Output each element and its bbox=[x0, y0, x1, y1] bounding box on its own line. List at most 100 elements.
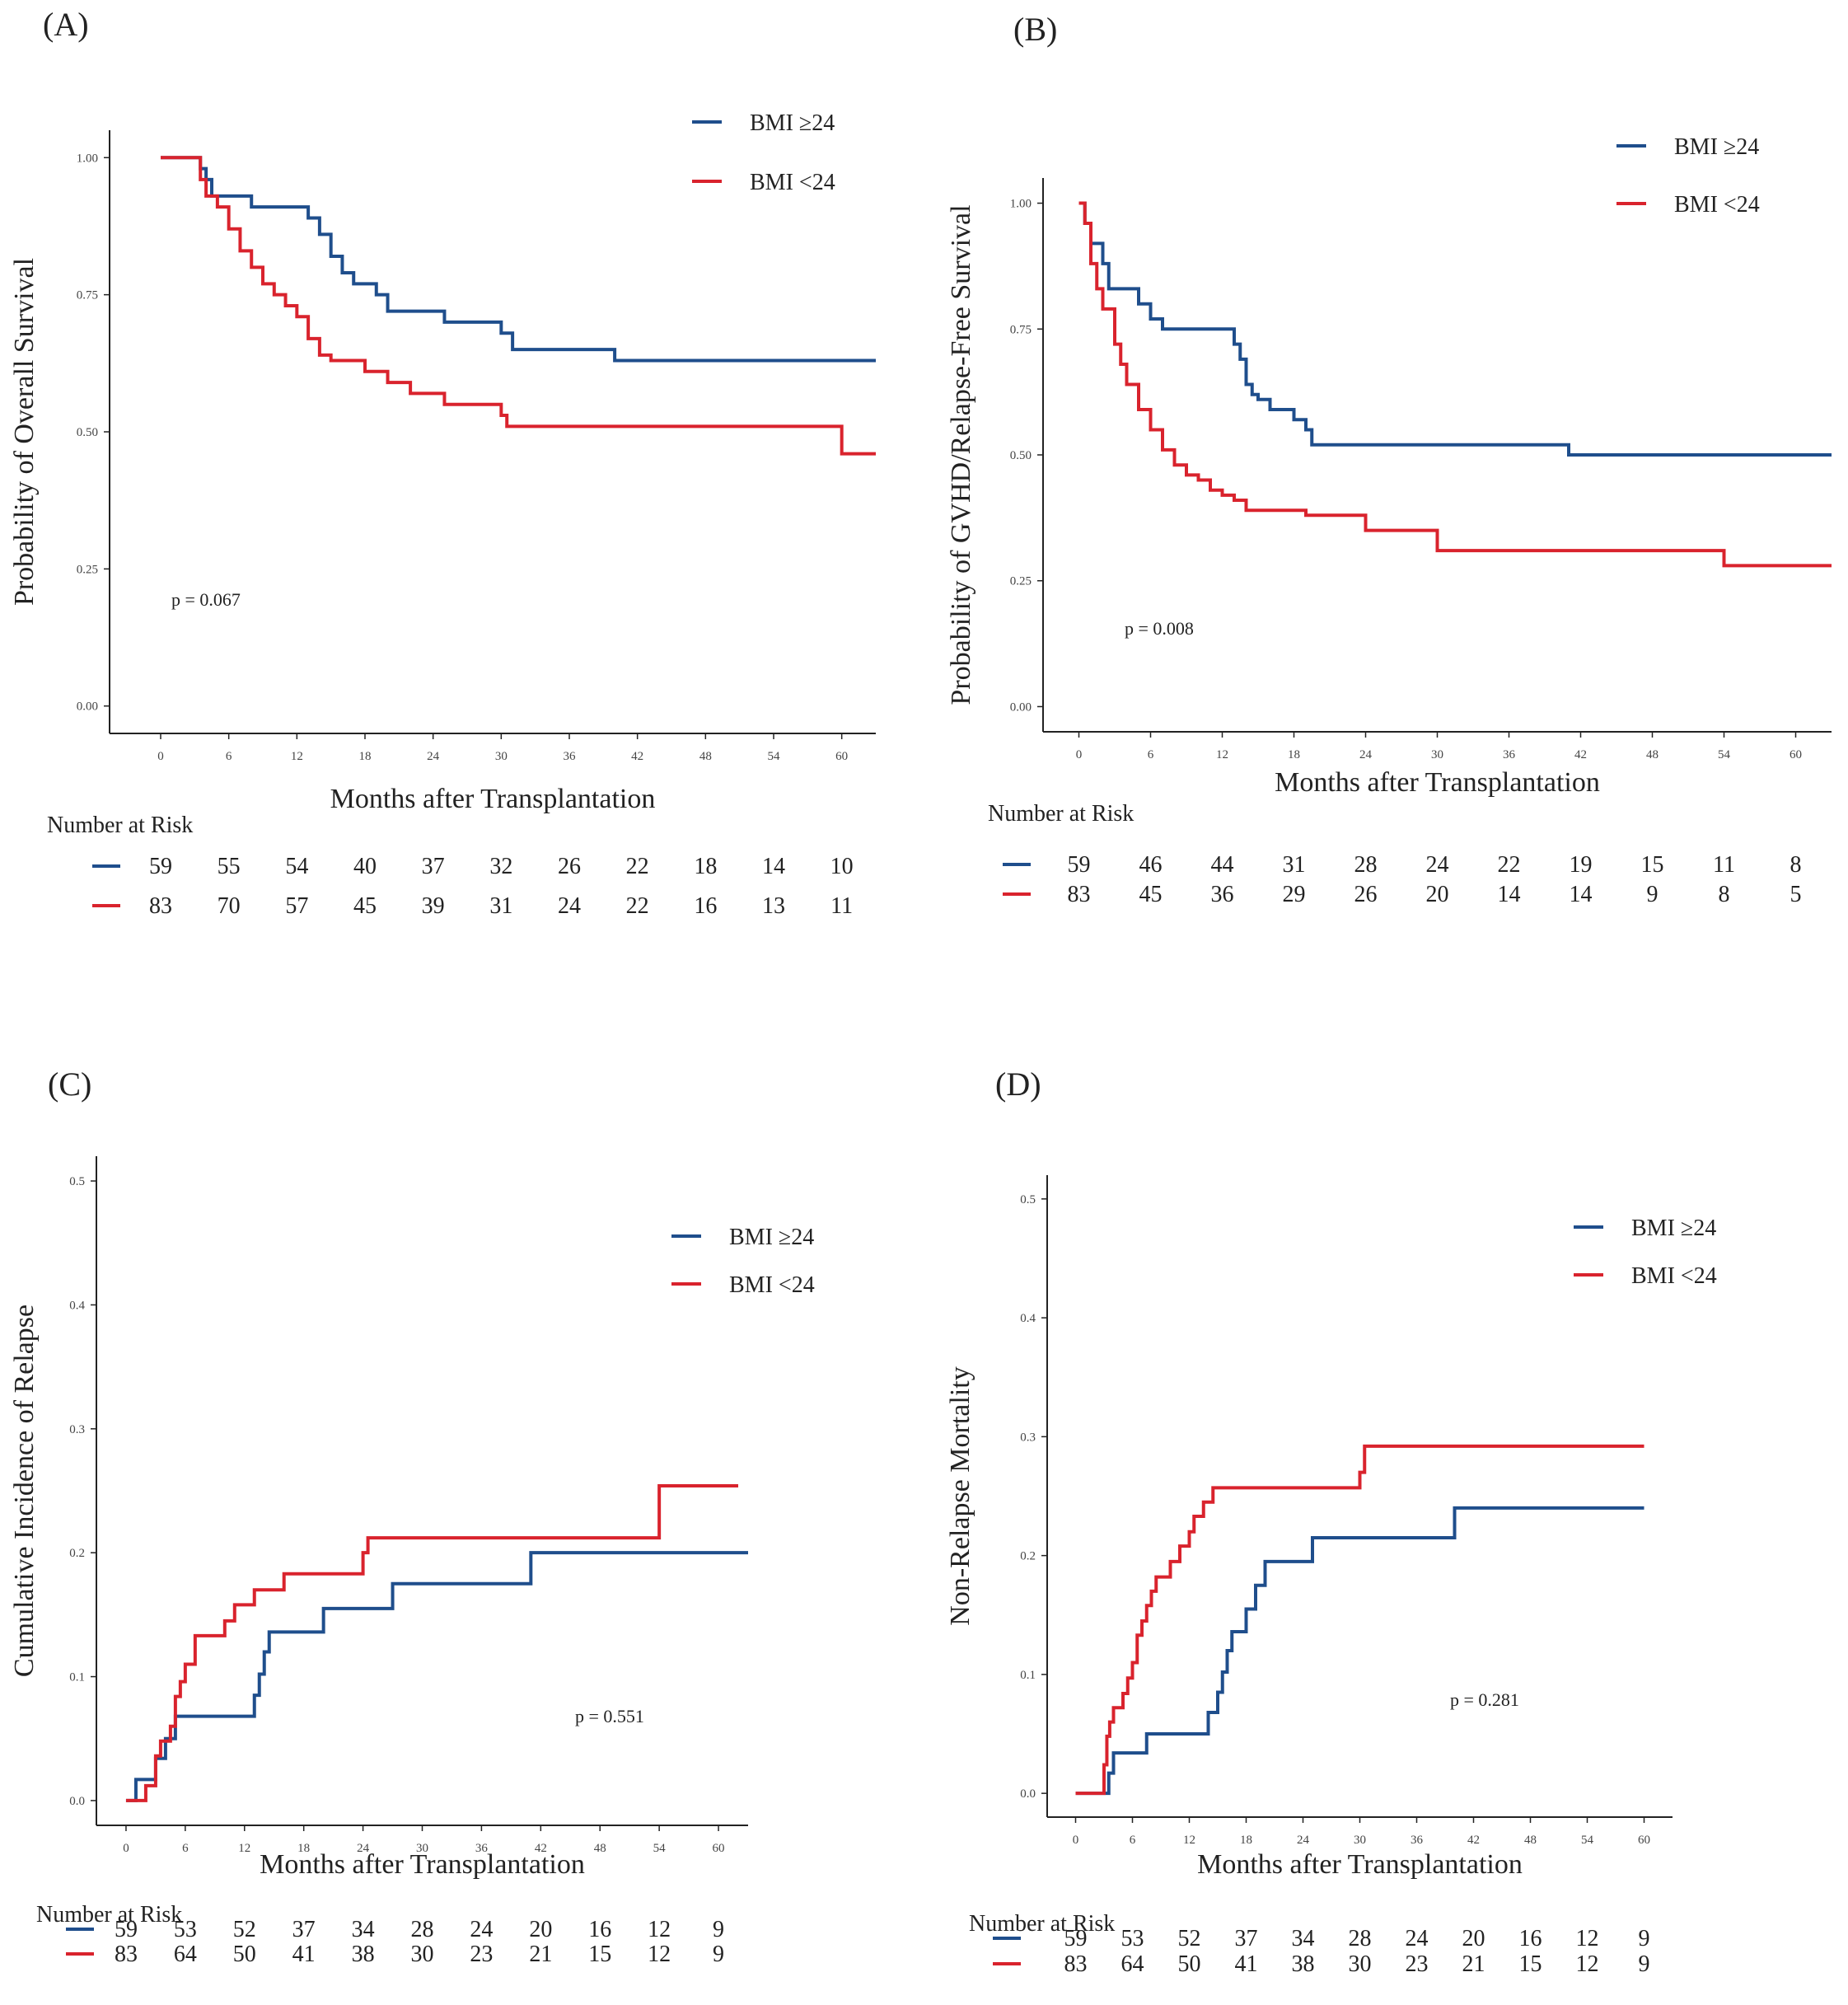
y-tick-label: 0.75 bbox=[1010, 323, 1032, 336]
risk-count: 22 bbox=[1498, 852, 1521, 878]
y-tick-label: 0.3 bbox=[1020, 1431, 1036, 1444]
risk-count: 34 bbox=[1292, 1926, 1315, 1951]
risk-count: 57 bbox=[285, 893, 308, 919]
risk-count: 83 bbox=[1064, 1951, 1088, 1977]
x-axis-title: Months after Transplantation bbox=[330, 784, 656, 814]
x-axis-title: Months after Transplantation bbox=[260, 1849, 585, 1880]
x-tick-label: 6 bbox=[1148, 748, 1154, 761]
risk-count: 18 bbox=[694, 854, 717, 879]
series-line-bmi-ge-24 bbox=[125, 1551, 748, 1802]
risk-count: 8 bbox=[1790, 852, 1802, 878]
risk-count: 23 bbox=[1406, 1951, 1429, 1977]
risk-count: 13 bbox=[762, 893, 785, 919]
x-tick-label: 30 bbox=[1354, 1834, 1366, 1847]
legend-label: BMI ≥24 bbox=[729, 1225, 814, 1250]
risk-table-title: Number at Risk bbox=[969, 1911, 1115, 1937]
panel-label: (A) bbox=[43, 6, 89, 43]
chart-panel-b: 0.00 0.25 0.50 0.75 1.00 0 6 12 18 24 30 36 42 48 54 60… bbox=[946, 134, 1832, 907]
x-tick-label: 18 bbox=[1240, 1834, 1252, 1847]
x-tick-label: 0 bbox=[123, 1842, 129, 1855]
risk-count: 14 bbox=[762, 854, 785, 879]
risk-count: 11 bbox=[830, 893, 853, 919]
risk-count: 31 bbox=[1283, 852, 1306, 878]
x-tick-label: 30 bbox=[416, 1842, 428, 1855]
risk-count: 46 bbox=[1139, 852, 1163, 878]
series-line-bmi-ge-24 bbox=[161, 156, 876, 363]
risk-count: 21 bbox=[529, 1942, 552, 1967]
risk-count: 20 bbox=[529, 1917, 552, 1942]
y-tick-label: 0.1 bbox=[69, 1671, 85, 1684]
risk-count: 5 bbox=[1790, 882, 1802, 907]
risk-count: 39 bbox=[422, 893, 445, 919]
risk-count: 44 bbox=[1211, 852, 1234, 878]
x-tick-label: 48 bbox=[1524, 1834, 1537, 1847]
series-line-bmi-ge-24 bbox=[1075, 1506, 1644, 1796]
x-tick-label: 12 bbox=[238, 1842, 250, 1855]
risk-count: 16 bbox=[588, 1917, 611, 1942]
x-tick-label: 0 bbox=[157, 750, 164, 763]
risk-count: 83 bbox=[149, 893, 172, 919]
x-tick-label: 42 bbox=[535, 1842, 547, 1855]
y-tick-label: 0.5 bbox=[1020, 1193, 1036, 1206]
risk-count: 59 bbox=[149, 854, 172, 879]
chart-panel-c: 0.0 0.1 0.2 0.3 0.4 0.5 0 6 12 18 24 30 36 42 48 54 60 Mo… bbox=[9, 1156, 815, 1967]
y-tick-label: 0.25 bbox=[77, 563, 98, 576]
x-tick-label: 60 bbox=[835, 750, 848, 763]
x-axis-title: Months after Transplantation bbox=[1275, 767, 1600, 798]
y-tick-label: 1.00 bbox=[1010, 198, 1032, 211]
risk-count: 41 bbox=[1235, 1951, 1258, 1977]
legend-label: BMI <24 bbox=[1674, 192, 1760, 218]
risk-count: 83 bbox=[115, 1942, 138, 1967]
x-tick-label: 42 bbox=[1574, 748, 1587, 761]
p-value-annotation: p = 0.067 bbox=[171, 589, 241, 610]
x-tick-label: 54 bbox=[768, 750, 781, 763]
risk-count: 9 bbox=[1639, 1951, 1650, 1977]
series-line-bmi-lt-24 bbox=[1075, 1444, 1644, 1796]
risk-count: 40 bbox=[353, 854, 377, 879]
x-tick-label: 6 bbox=[1130, 1834, 1136, 1847]
risk-count: 31 bbox=[489, 893, 512, 919]
y-axis-title: Probability of GVHD/Relapse-Free Surviva… bbox=[946, 204, 976, 705]
risk-count: 12 bbox=[648, 1942, 671, 1967]
y-tick-label: 0.0 bbox=[69, 1795, 85, 1808]
x-tick-label: 36 bbox=[1411, 1834, 1424, 1847]
x-axis-title: Months after Transplantation bbox=[1197, 1849, 1523, 1880]
legend-label: BMI ≥24 bbox=[750, 110, 835, 136]
legend-label: BMI <24 bbox=[1631, 1263, 1717, 1289]
risk-count: 12 bbox=[1576, 1951, 1599, 1977]
x-tick-label: 54 bbox=[1581, 1834, 1594, 1847]
panel-label: (B) bbox=[1013, 11, 1058, 48]
risk-count: 55 bbox=[218, 854, 241, 879]
x-tick-label: 42 bbox=[1467, 1834, 1480, 1847]
risk-count: 52 bbox=[1178, 1926, 1201, 1951]
risk-count: 59 bbox=[115, 1917, 138, 1942]
risk-table-title: Number at Risk bbox=[988, 801, 1134, 827]
risk-count: 24 bbox=[1406, 1926, 1429, 1951]
panel-c: (C) 0.0 0.1 0.2 0.3 0.4 0.5 0 6 12 18 24 30 36 42 48 54… bbox=[0, 1047, 906, 2001]
risk-count: 24 bbox=[558, 893, 581, 919]
panel-b: (B) 0.00 0.25 0.50 0.75 1.00 0 6 12 18 24 30 36 42 48… bbox=[923, 0, 1848, 939]
x-tick-label: 54 bbox=[1718, 748, 1731, 761]
y-tick-label: 0.50 bbox=[1010, 449, 1032, 462]
panel-label: (D) bbox=[995, 1066, 1041, 1103]
risk-count: 38 bbox=[1292, 1951, 1315, 1977]
risk-count: 41 bbox=[292, 1942, 316, 1967]
x-tick-label: 36 bbox=[1503, 748, 1516, 761]
risk-count: 23 bbox=[470, 1942, 493, 1967]
y-tick-label: 0.75 bbox=[77, 289, 98, 302]
risk-count: 45 bbox=[1139, 882, 1163, 907]
x-tick-label: 36 bbox=[475, 1842, 489, 1855]
series-line-bmi-lt-24 bbox=[161, 156, 876, 456]
panel-d: (D) 0.0 0.1 0.2 0.3 0.4 0.5 0 6 12 18 24 30 36 42 48 54… bbox=[923, 1047, 1848, 2001]
legend-label: BMI ≥24 bbox=[1674, 134, 1759, 160]
y-tick-label: 1.00 bbox=[77, 152, 98, 165]
y-tick-label: 0.2 bbox=[69, 1547, 85, 1560]
risk-count: 16 bbox=[1519, 1926, 1542, 1951]
series-line-bmi-lt-24 bbox=[125, 1483, 739, 1802]
risk-count: 20 bbox=[1462, 1926, 1485, 1951]
risk-count: 24 bbox=[470, 1917, 493, 1942]
risk-count: 11 bbox=[1713, 852, 1735, 878]
risk-count: 8 bbox=[1719, 882, 1730, 907]
x-tick-label: 0 bbox=[1073, 1834, 1079, 1847]
y-tick-label: 0.25 bbox=[1010, 575, 1032, 588]
